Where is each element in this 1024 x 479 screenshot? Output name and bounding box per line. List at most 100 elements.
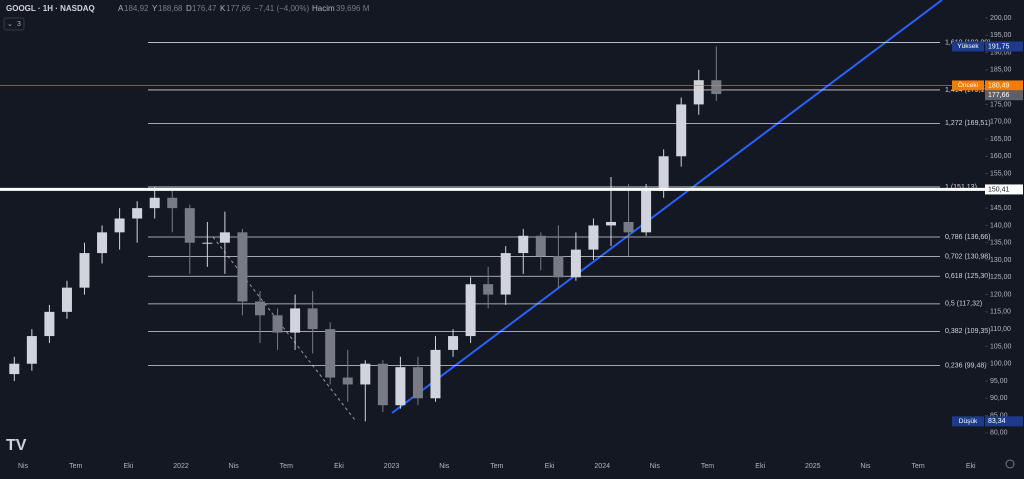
logo: TV [6, 437, 27, 454]
candle-body [307, 308, 318, 330]
x-tick-label: Nis [650, 463, 661, 470]
info-key: A [118, 4, 124, 13]
chevron: ⌄ [7, 21, 13, 28]
info-key: K [220, 4, 226, 13]
x-tick-label: Eki [755, 463, 765, 470]
price-badge [985, 80, 1023, 91]
candle-body [395, 367, 406, 406]
y-tick-label: 95,00 [990, 378, 1008, 385]
y-tick-label: 140,00 [990, 222, 1012, 229]
dashed-line[interactable] [212, 236, 356, 421]
fib-label: 0,786 (136,66) [945, 234, 991, 241]
y-tick-label: 190,00 [990, 49, 1012, 56]
x-tick-label: Nis [229, 463, 240, 470]
candle-body [412, 367, 423, 399]
fib-label: 0,618 (125,30) [945, 273, 991, 280]
y-tick-label: 100,00 [990, 361, 1012, 368]
x-tick-label: Eki [123, 463, 133, 470]
candle-body [132, 208, 143, 219]
y-tick-label: 80,00 [990, 430, 1008, 437]
candle-body [570, 249, 581, 278]
marker-name-bg [952, 80, 984, 91]
candle-body [290, 308, 301, 333]
y-tick-label: 170,00 [990, 119, 1012, 126]
header-info: A 184,92 Y 188,68 D 176,47 K 177,66 −7,41 (−4,00… [118, 4, 370, 13]
candle-body [606, 221, 616, 226]
price-badge-label: 177,66 [988, 92, 1010, 99]
y-tick-label: 125,00 [990, 274, 1012, 281]
x-tick-label: Tem [701, 463, 714, 470]
candle-body [588, 225, 599, 250]
marker-name: Önceki [958, 81, 978, 89]
x-tick-label: Nis [18, 463, 29, 470]
fib-label: 0,236 (99,48) [945, 362, 987, 369]
candle-body [26, 336, 37, 364]
x-tick-label: Eki [966, 463, 976, 470]
price-badge-label: 180,49 [988, 82, 1010, 89]
candle-body [184, 208, 195, 243]
candle-body [202, 242, 213, 244]
fib-group: 1,618 (192,89)1,414 (179,19)1,272 (169,5… [148, 39, 991, 369]
price-badge [985, 41, 1023, 52]
candle-body [167, 197, 178, 209]
info-value: 184,92 [124, 4, 149, 13]
y-tick-label: 185,00 [990, 67, 1012, 74]
axes: 80,00 85,00 90,00 95,00 100,00 105,00 110,00 11… [18, 15, 1012, 470]
volume-value: 39,696 M [336, 4, 370, 13]
candle-body [483, 284, 494, 295]
candles [9, 46, 722, 422]
price-badge [985, 416, 1023, 427]
y-tick-label: 115,00 [990, 309, 1011, 316]
fib-label: 1 (151,13) [945, 184, 977, 191]
x-tick-label: Tem [490, 463, 503, 470]
candle-body [255, 301, 265, 316]
candle-body [114, 218, 125, 233]
candle-body [44, 311, 55, 337]
candle-body [9, 363, 20, 375]
settings-icon[interactable] [1005, 459, 1015, 469]
x-tick-label: 2025 [805, 463, 821, 470]
x-tick-label: Eki [545, 463, 555, 470]
fib-label: 0,382 (109,35) [945, 328, 991, 335]
candle-body [518, 235, 529, 254]
chart-title: GOOGL · 1H · NASDAQ [6, 4, 95, 13]
candle-body [342, 377, 353, 385]
change: −7,41 (−4,00%) [254, 4, 309, 13]
candle-body [430, 349, 441, 399]
y-tick-label: 135,00 [990, 240, 1012, 247]
candle-body [360, 363, 371, 385]
x-tick-label: Tem [69, 463, 82, 470]
y-tick-label: 130,00 [990, 257, 1012, 264]
candle-body [711, 80, 722, 95]
price-badge [985, 90, 1023, 101]
trend-line[interactable] [391, 0, 943, 414]
y-tick-label: 175,00 [990, 101, 1012, 108]
y-tick-label: 200,00 [990, 15, 1012, 22]
y-tick-label: 110,00 [990, 326, 1011, 333]
x-tick-label: Nis [439, 463, 450, 470]
candle-body [641, 190, 652, 233]
marker-name: Yüksek [957, 43, 979, 50]
x-tick-label: Eki [334, 463, 344, 470]
candle-body [676, 104, 687, 157]
x-tick-label: Tem [911, 463, 924, 470]
indicator-toggle[interactable] [3, 17, 25, 31]
marker-name: Düşük [959, 418, 978, 425]
info-key: Y [152, 4, 158, 13]
candle-body [219, 232, 230, 243]
info-value: 176,47 [192, 4, 217, 13]
x-tick-label: 2023 [384, 463, 400, 470]
fib-label: 0,5 (117,32) [945, 301, 982, 308]
candle-body [535, 235, 546, 257]
marker-name-bg [952, 41, 984, 52]
y-tick-label: 165,00 [990, 136, 1012, 143]
x-tick-label: 2022 [173, 463, 189, 470]
y-tick-label: 160,00 [990, 153, 1012, 160]
y-tick-label: 85,00 [990, 412, 1008, 419]
candle-body [658, 156, 669, 191]
candle-body [325, 329, 336, 378]
candle-body [465, 284, 476, 337]
candle-body [553, 256, 564, 278]
